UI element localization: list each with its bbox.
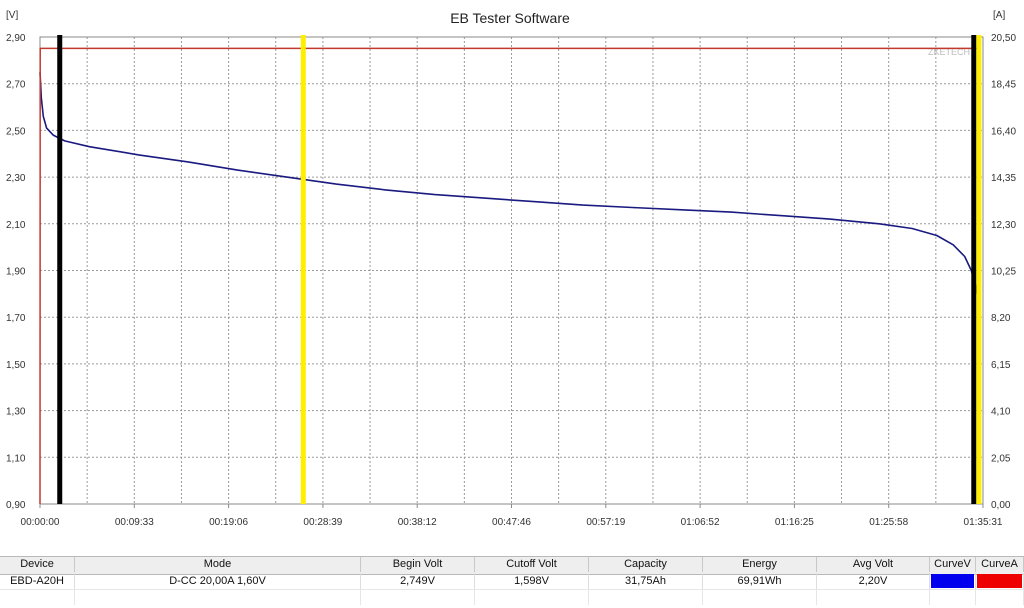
status-table: Device Mode Begin Volt Cutoff Volt Capac… (0, 556, 1024, 606)
curve-a-color-swatch[interactable] (977, 574, 1022, 588)
left-axis-unit: [V] (6, 10, 18, 21)
chart-title: EB Tester Software (450, 10, 570, 26)
x-tick-label: 01:06:52 (681, 517, 720, 528)
right-tick-label: 6,15 (991, 360, 1011, 371)
header-avg-volt: Avg Volt (817, 557, 930, 572)
empty-cell (703, 590, 817, 605)
right-tick-label: 12,30 (991, 220, 1016, 231)
left-tick-label: 2,10 (6, 220, 26, 231)
left-tick-label: 0,90 (6, 500, 26, 511)
empty-cell (976, 590, 1024, 605)
cell-begin-volt: 2,749V (361, 573, 475, 589)
left-tick-label: 1,90 (6, 267, 26, 278)
x-axis-ticks: 00:00:00 00:09:33 00:19:06 00:28:39 00:38:12… (21, 504, 1003, 528)
cell-curve-a-color[interactable] (976, 573, 1024, 589)
cell-mode: D-CC 20,00A 1,60V (75, 573, 361, 589)
empty-cell (817, 590, 930, 605)
header-device: Device (0, 557, 75, 572)
right-tick-label: 2,05 (991, 453, 1011, 464)
x-tick-label: 00:00:00 (21, 517, 60, 528)
cell-cutoff-volt: 1,598V (475, 573, 589, 589)
header-energy: Energy (703, 557, 817, 572)
header-curve-a: CurveA (976, 557, 1024, 572)
empty-cell (75, 590, 361, 605)
header-mode: Mode (75, 557, 361, 572)
cell-curve-v-color[interactable] (930, 573, 976, 589)
header-begin-volt: Begin Volt (361, 557, 475, 572)
left-tick-label: 1,10 (6, 453, 26, 464)
curve-v-color-swatch[interactable] (931, 574, 974, 588)
right-tick-label: 8,20 (991, 313, 1011, 324)
right-tick-label: 0,00 (991, 500, 1011, 511)
empty-cell (0, 590, 75, 605)
right-tick-label: 20,50 (991, 33, 1016, 44)
empty-cell (589, 590, 703, 605)
header-capacity: Capacity (589, 557, 703, 572)
cell-capacity: 31,75Ah (589, 573, 703, 589)
x-tick-label: 00:19:06 (209, 517, 248, 528)
left-axis-ticks: 2,90 2,70 2,50 2,30 2,10 1,90 1,70 1,50 1,30 1,10… (6, 33, 26, 511)
watermark-text: ZKETECH (928, 47, 970, 57)
right-tick-label: 4,10 (991, 407, 1011, 418)
cursor-markers[interactable] (57, 35, 982, 504)
left-tick-label: 2,50 (6, 126, 26, 137)
cell-device: EBD-A20H (0, 573, 75, 589)
x-tick-label: 00:47:46 (492, 517, 531, 528)
cell-avg-volt: 2,20V (817, 573, 930, 589)
status-table-row[interactable]: EBD-A20H D-CC 20,00A 1,60V 2,749V 1,598V… (0, 573, 1024, 589)
left-tick-label: 2,30 (6, 173, 26, 184)
x-tick-label: 01:25:58 (869, 517, 908, 528)
right-axis-ticks: 20,50 18,45 16,40 14,35 12,30 10,25 8,20 6,15 4,… (991, 33, 1016, 511)
x-tick-label: 00:57:19 (586, 517, 625, 528)
left-tick-label: 2,90 (6, 33, 26, 44)
series-line-curvev (39, 72, 981, 342)
cell-energy: 69,91Wh (703, 573, 817, 589)
x-tick-label: 01:35:31 (964, 517, 1003, 528)
right-tick-label: 16,40 (991, 126, 1016, 137)
empty-cell (475, 590, 589, 605)
grid-lines (40, 37, 983, 504)
empty-cell (930, 590, 976, 605)
x-tick-label: 01:16:25 (775, 517, 814, 528)
left-tick-label: 1,50 (6, 360, 26, 371)
right-axis-unit: [A] (993, 10, 1005, 21)
right-tick-label: 10,25 (991, 267, 1016, 278)
x-tick-label: 00:09:33 (115, 517, 154, 528)
left-tick-label: 1,70 (6, 313, 26, 324)
right-tick-label: 18,45 (991, 80, 1016, 91)
x-tick-label: 00:38:12 (398, 517, 437, 528)
header-cutoff-volt: Cutoff Volt (475, 557, 589, 572)
header-curve-v: CurveV (930, 557, 976, 572)
right-tick-label: 14,35 (991, 173, 1016, 184)
left-tick-label: 2,70 (6, 80, 26, 91)
left-tick-label: 1,30 (6, 407, 26, 418)
status-table-header: Device Mode Begin Volt Cutoff Volt Capac… (0, 556, 1024, 575)
empty-cell (361, 590, 475, 605)
status-table-empty-row (0, 589, 1024, 606)
x-tick-label: 00:28:39 (303, 517, 342, 528)
discharge-chart: EB Tester Software [V] [A] ZKETECH 2,902… (6, 10, 1016, 528)
